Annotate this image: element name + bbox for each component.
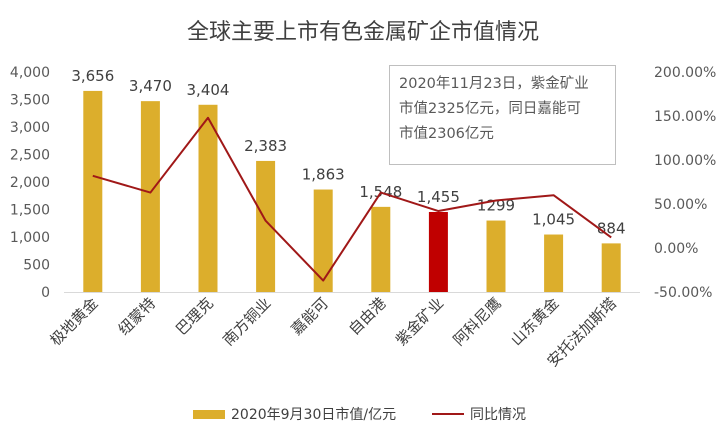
y-left-tick-label: 0 (41, 285, 50, 301)
legend-line-swatch (432, 413, 464, 415)
x-tick-label: 山东黄金 (507, 294, 562, 349)
legend-item-line: 同比情况 (432, 402, 526, 426)
legend-label: 2020年9月30日市值/亿元 (231, 407, 397, 423)
annotation-line: 市值2325亿元，同日嘉能可 (399, 101, 581, 117)
y-right-tick-label: 200.00% (654, 65, 716, 81)
x-tick-label: 纽蒙特 (115, 294, 160, 339)
y-right-tick-label: 150.00% (654, 109, 716, 125)
annotation-line: 2020年11月23日，紫金矿业 (399, 76, 589, 92)
bar (198, 104, 218, 292)
bar (601, 243, 621, 292)
bar-value-label: 1299 (477, 197, 515, 215)
bar (428, 211, 448, 292)
y-left-tick-label: 1,500 (10, 203, 50, 219)
legend-item-bar: 2020年9月30日市值/亿元 (193, 402, 396, 426)
bar-value-label: 884 (597, 219, 626, 237)
bar (256, 160, 276, 292)
bar-value-label: 3,656 (71, 67, 114, 85)
bar (544, 234, 564, 292)
bar-value-label: 3,404 (187, 81, 230, 99)
bar (83, 90, 103, 292)
y-left-tick-label: 1,000 (10, 230, 50, 246)
legend-label: 同比情况 (470, 407, 526, 423)
annotation-line: 市值2306亿元 (399, 126, 494, 142)
x-tick-label: 巴理克 (172, 294, 217, 339)
legend: 2020年9月30日市值/亿元 同比情况 (0, 402, 726, 426)
bar (371, 206, 391, 292)
bar-value-label: 1,455 (417, 188, 460, 206)
annotation-box: 2020年11月23日，紫金矿业 市值2325亿元，同日嘉能可 市值2306亿元 (389, 65, 616, 165)
y-right-tick-label: 50.00% (654, 197, 707, 213)
y-left-tick-label: 2,500 (10, 148, 50, 164)
y-left-tick-label: 3,500 (10, 93, 50, 109)
bar-value-label: 1,863 (302, 166, 345, 184)
y-right-tick-label: 100.00% (654, 153, 716, 169)
bar-value-label: 3,470 (129, 77, 172, 95)
x-tick-label: 极地黄金 (46, 294, 101, 349)
y-left-tick-label: 3,000 (10, 120, 50, 136)
x-tick-label: 南方铜业 (219, 294, 274, 349)
bar (313, 189, 333, 292)
x-tick-label: 自由港 (345, 294, 390, 339)
bar-value-label: 2,383 (244, 137, 287, 155)
y-left-tick-label: 2,000 (10, 175, 50, 191)
line-series-yoy (92, 116, 612, 282)
y-right-tick-label: -50.00% (654, 285, 712, 301)
chart-title: 全球主要上市有色金属矿企市值情况 (186, 20, 539, 45)
x-tick-label: 嘉能可 (287, 294, 332, 339)
y-left-tick-label: 4,000 (10, 65, 50, 81)
x-tick-label: 阿科尼鹰 (450, 294, 505, 349)
bar (486, 220, 506, 292)
legend-bar-swatch (193, 409, 225, 419)
bar (140, 101, 160, 293)
bar-value-label: 1,045 (532, 211, 575, 229)
y-right-tick-label: 0.00% (654, 241, 698, 257)
x-tick-label: 紫金矿业 (392, 294, 447, 349)
y-left-tick-label: 500 (23, 258, 50, 274)
